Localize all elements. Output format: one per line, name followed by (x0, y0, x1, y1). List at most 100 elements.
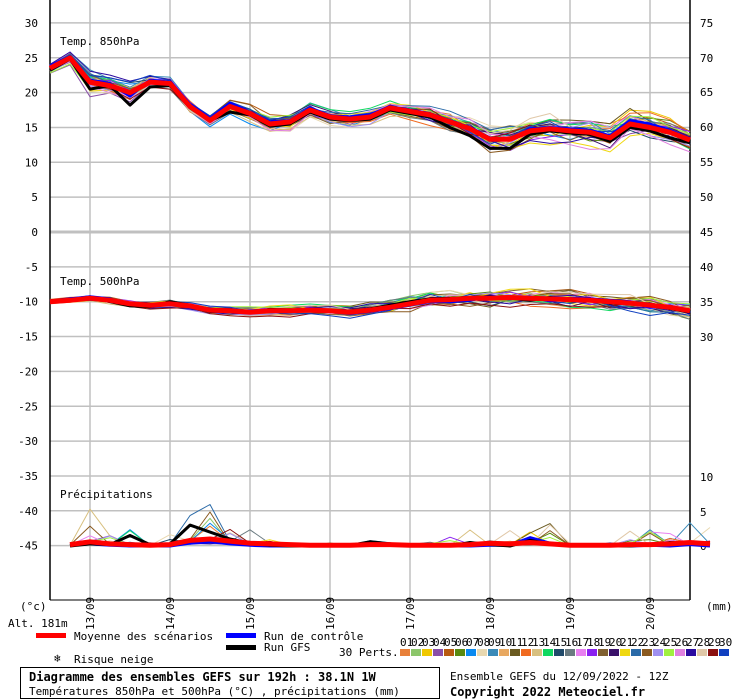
perturbation-swatch (422, 649, 432, 656)
perturbation-number: 25 (664, 636, 677, 649)
left-tick-label: 10 (25, 156, 38, 169)
right-tick-label: 70 (700, 52, 713, 65)
perturbation-number: 08 (477, 636, 490, 649)
right-tick-label: 45 (700, 226, 713, 239)
left-tick-label: 5 (31, 191, 38, 204)
right-tick-label: 10 (700, 471, 713, 484)
left-tick-label: -30 (18, 435, 38, 448)
x-tick-label: 14/09 (164, 597, 177, 630)
perturbation-swatch (576, 649, 586, 656)
perturbation-number: 16 (565, 636, 578, 649)
legend-gfs-label: Run GFS (264, 641, 310, 654)
perturbation-line-02 (69, 517, 711, 547)
legend-mean-swatch (36, 633, 66, 638)
snowflake-icon: ❄ (54, 652, 61, 665)
legend-perts-label: 30 Perts. (339, 646, 399, 659)
perturbation-number: 03 (422, 636, 435, 649)
perturbation-swatch (554, 649, 564, 656)
right-tick-label: 60 (700, 121, 713, 134)
x-tick-label: 16/09 (324, 597, 337, 630)
perturbation-number: 18 (587, 636, 600, 649)
perturbation-number: 10 (499, 636, 512, 649)
panel-850-label: Temp. 850hPa (60, 35, 139, 48)
perturbation-swatch (565, 649, 575, 656)
left-tick-label: -20 (18, 365, 38, 378)
perturbation-number: 27 (686, 636, 699, 649)
left-unit-label: (°c) (20, 600, 47, 613)
perturbation-number: 01 (400, 636, 413, 649)
perturbation-number: 13 (532, 636, 545, 649)
perturbation-swatch (631, 649, 641, 656)
left-tick-label: -15 (18, 331, 38, 344)
legend-control-swatch (226, 633, 256, 638)
perturbation-number: 24 (653, 636, 667, 649)
perturbation-swatch (587, 649, 597, 656)
x-tick-label: 13/09 (84, 597, 97, 630)
perturbation-number: 14 (543, 636, 557, 649)
x-tick-label: 15/09 (244, 597, 257, 630)
right-tick-label: 75 (700, 17, 713, 30)
perturbation-number: 20 (609, 636, 622, 649)
perturbation-number: 30 (719, 636, 732, 649)
left-tick-label: -45 (18, 540, 38, 553)
x-tick-label: 17/09 (404, 597, 417, 630)
perturbation-swatch (521, 649, 531, 656)
x-tick-label: 20/09 (644, 597, 657, 630)
perturbation-number: 06 (455, 636, 468, 649)
perturbation-swatch (466, 649, 476, 656)
perturbation-swatch (400, 649, 410, 656)
right-tick-label: 35 (700, 296, 713, 309)
ensemble-mean-line (49, 295, 691, 315)
left-tick-label: -10 (18, 296, 38, 309)
perturbation-number: 11 (510, 636, 523, 649)
right-tick-label: 65 (700, 86, 713, 99)
chart-subtitle: Températures 850hPa et 500hPa (°C) , pré… (29, 685, 400, 698)
perturbation-swatch (444, 649, 454, 656)
x-tick-label: 18/09 (484, 597, 497, 630)
perturbation-swatch (411, 649, 421, 656)
perturbation-line-23 (49, 58, 691, 153)
chart-title: Diagramme des ensembles GEFS sur 192h : … (29, 670, 376, 684)
perturbation-number: 02 (411, 636, 424, 649)
perturbation-swatch (719, 649, 729, 656)
left-tick-label: -35 (18, 470, 38, 483)
left-tick-label: 25 (25, 52, 38, 65)
perturbation-swatch (499, 649, 509, 656)
left-tick-label: 30 (25, 17, 38, 30)
ensemble-mean-line (69, 536, 711, 548)
perturbation-swatch (697, 649, 707, 656)
perturbation-swatch (642, 649, 652, 656)
perturbation-swatch (675, 649, 685, 656)
perturbation-swatch (488, 649, 498, 656)
ensemble-mean-line (48, 55, 691, 143)
perturbation-number: 23 (642, 636, 655, 649)
right-tick-label: 40 (700, 261, 713, 274)
perturbation-swatch (455, 649, 465, 656)
perturbation-swatch (620, 649, 630, 656)
legend-gfs-swatch (226, 645, 256, 650)
panel-precip-label: Précipitations (60, 488, 153, 501)
perturbation-line-27 (49, 294, 691, 315)
perturbation-number: 29 (708, 636, 721, 649)
perturbation-number: 12 (521, 636, 534, 649)
perturbation-number: 28 (697, 636, 710, 649)
perturbation-swatch (532, 649, 542, 656)
right-tick-label: 5 (700, 506, 707, 519)
legend-mean-label: Moyenne des scénarios (74, 630, 213, 643)
perturbation-number: 07 (466, 636, 479, 649)
copyright: Copyright 2022 Meteociel.fr (450, 685, 646, 699)
perturbation-swatch (686, 649, 696, 656)
perturbation-number: 21 (620, 636, 633, 649)
right-tick-label: 30 (700, 331, 713, 344)
perturbation-number: 22 (631, 636, 644, 649)
perturbation-number: 05 (444, 636, 457, 649)
left-tick-label: -25 (18, 400, 38, 413)
perturbation-number: 04 (433, 636, 447, 649)
perturbation-number: 19 (598, 636, 611, 649)
left-tick-label: 20 (25, 87, 38, 100)
perturbation-swatch (477, 649, 487, 656)
x-tick-label: 19/09 (564, 597, 577, 630)
perturbation-swatch (510, 649, 520, 656)
perturbation-swatch (609, 649, 619, 656)
